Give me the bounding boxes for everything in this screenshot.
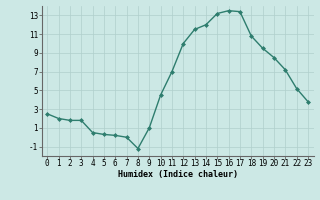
X-axis label: Humidex (Indice chaleur): Humidex (Indice chaleur) [118, 170, 237, 179]
